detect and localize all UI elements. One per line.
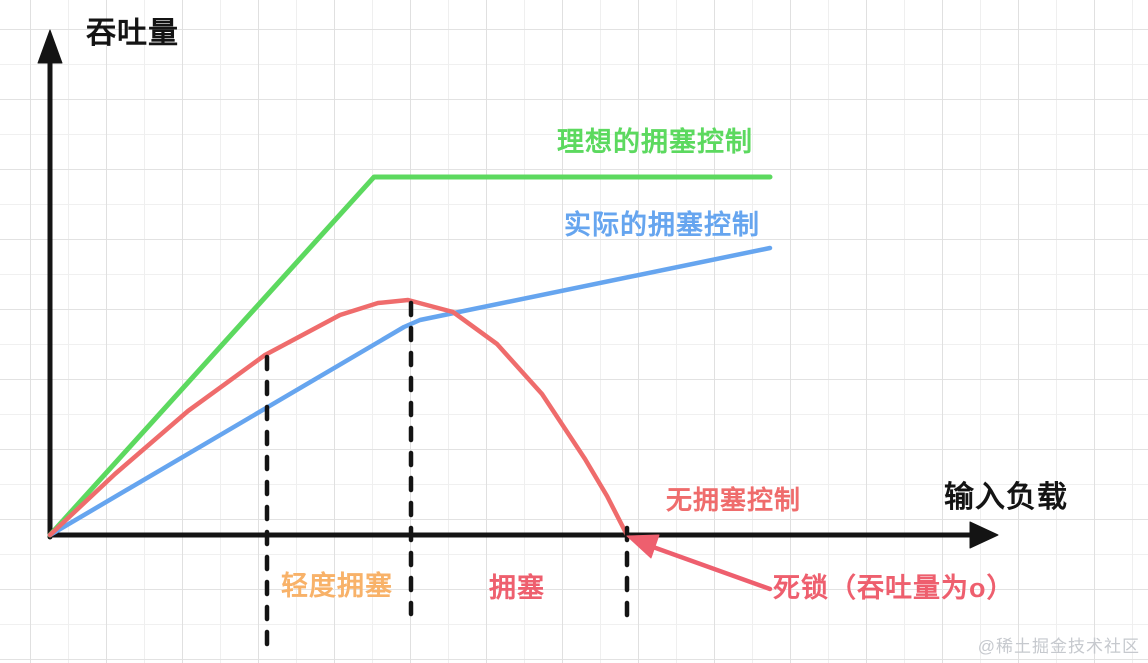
series-line-actual xyxy=(47,245,773,538)
series-label-ideal: 理想的拥塞控制 xyxy=(557,127,753,157)
series-label-uncontrolled: 无拥塞控制 xyxy=(666,485,802,515)
deadlock-arrowhead xyxy=(626,534,660,559)
series-line-uncontrolled xyxy=(47,297,630,538)
deadlock-label: 死锁（吞吐量为o） xyxy=(773,573,1015,603)
x-axis-label: 输入负载 xyxy=(944,481,1068,514)
y-axis-arrowhead xyxy=(37,29,63,64)
region-label-light-congestion: 轻度拥塞 xyxy=(281,571,393,601)
deadlock-arrow-line xyxy=(650,544,773,592)
series-label-actual: 实际的拥塞控制 xyxy=(564,210,760,240)
x-axis-arrowhead xyxy=(969,521,999,549)
watermark: @稀土掘金技术社区 xyxy=(977,637,1140,656)
region-label-congestion: 拥塞 xyxy=(489,573,545,603)
y-axis-label: 吞吐量 xyxy=(86,17,179,50)
series-line-ideal xyxy=(47,174,773,538)
